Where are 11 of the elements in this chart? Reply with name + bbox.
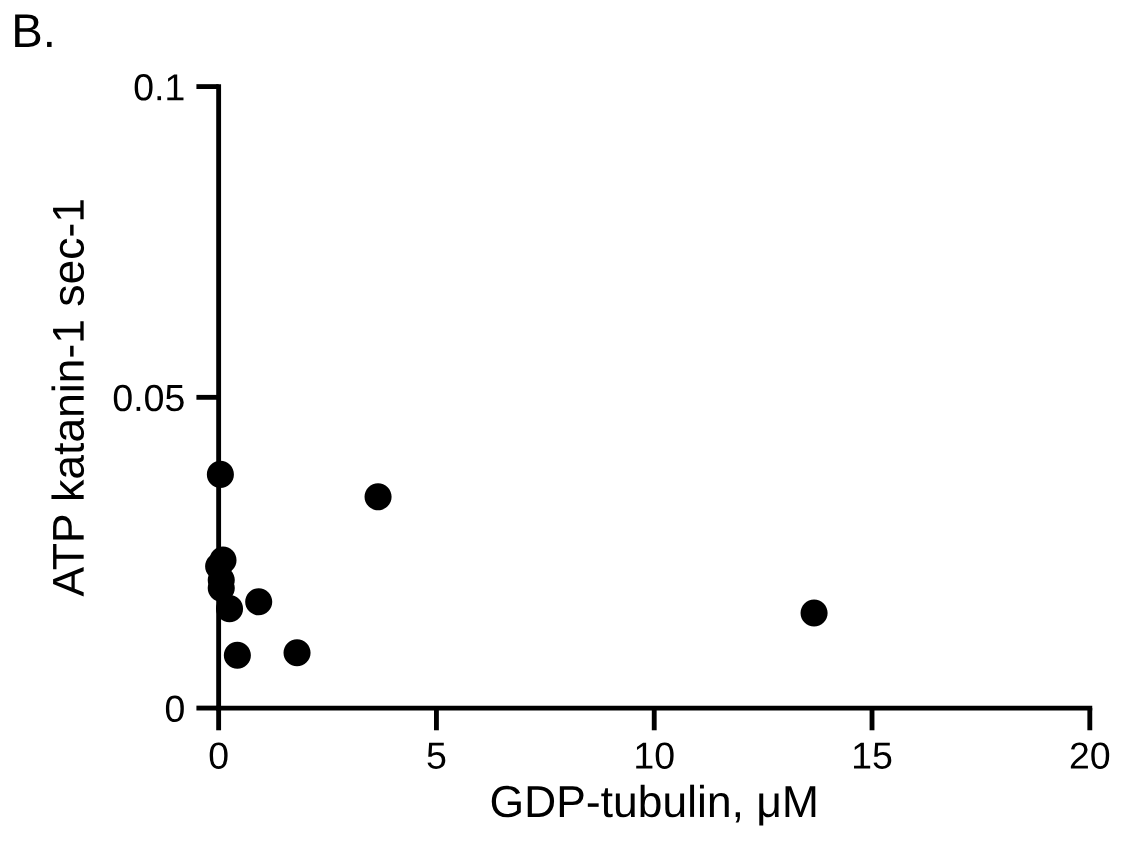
y-tick-label: 0.1	[134, 74, 184, 101]
y-tick-label: 0.05	[113, 384, 184, 412]
x-tick-label: 0	[209, 742, 228, 769]
x-tick-label: 10	[636, 742, 674, 769]
y-tick-label: 0	[165, 695, 184, 723]
y-axis-title: ATP katanin-1 sec-1	[51, 200, 85, 597]
text: B.	[15, 14, 52, 47]
x-tick-label: 20	[1070, 742, 1110, 769]
x-tick-label: 15	[854, 742, 892, 769]
x-axis-title: GDP-tubulin, μM	[491, 784, 816, 826]
x-tick-label: 5	[427, 742, 446, 769]
